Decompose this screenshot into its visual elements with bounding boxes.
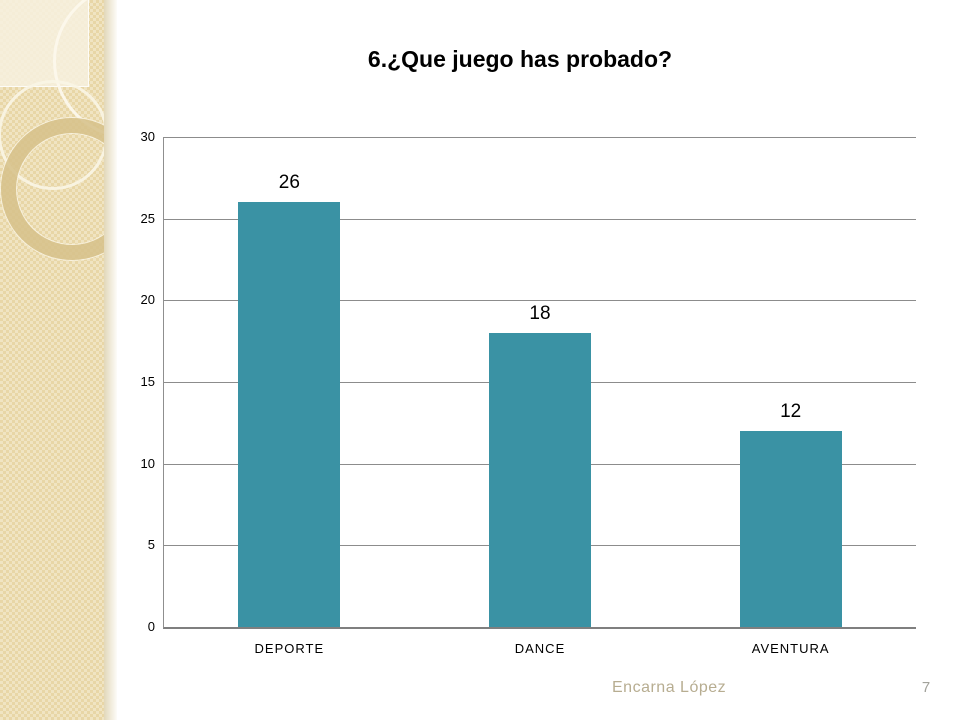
y-axis-tick-label: 5 (147, 537, 155, 553)
bar-deporte (238, 202, 341, 627)
bar-value-label: 26 (278, 172, 300, 194)
y-axis-tick-label: 15 (140, 374, 155, 389)
y-axis-tick-label: 25 (140, 210, 155, 226)
gridline (164, 137, 916, 138)
bar-dance (489, 333, 591, 627)
sidebar-edge-gradient (104, 0, 117, 720)
y-axis-tick-label: 20 (140, 292, 155, 308)
footer-author: Encarna López (612, 679, 727, 696)
decorative-sidebar (0, 0, 104, 720)
gridline (164, 300, 916, 302)
y-axis-tick-label: 0 (147, 619, 155, 634)
x-axis-category-label: AVENTURA (751, 641, 830, 656)
footer-page-number: 7 (921, 679, 931, 696)
bar-aventura (739, 431, 842, 627)
y-axis-tick-label: 30 (140, 129, 155, 144)
x-axis-category-label: DEPORTE (254, 641, 325, 656)
bar-value-label: 18 (529, 303, 551, 324)
bar-value-label: 12 (780, 401, 802, 422)
x-axis-category-label: DANCE (514, 641, 566, 656)
gridline (164, 218, 916, 220)
chart-plot-area: 0 5 10 15 20 25 30 26 DEPORTE 18 DANCE 12 AVENTURA (141, 129, 916, 656)
slide-title: 6.¿Que juego has probado? (367, 46, 673, 72)
y-axis-tick-label: 10 (140, 455, 155, 471)
